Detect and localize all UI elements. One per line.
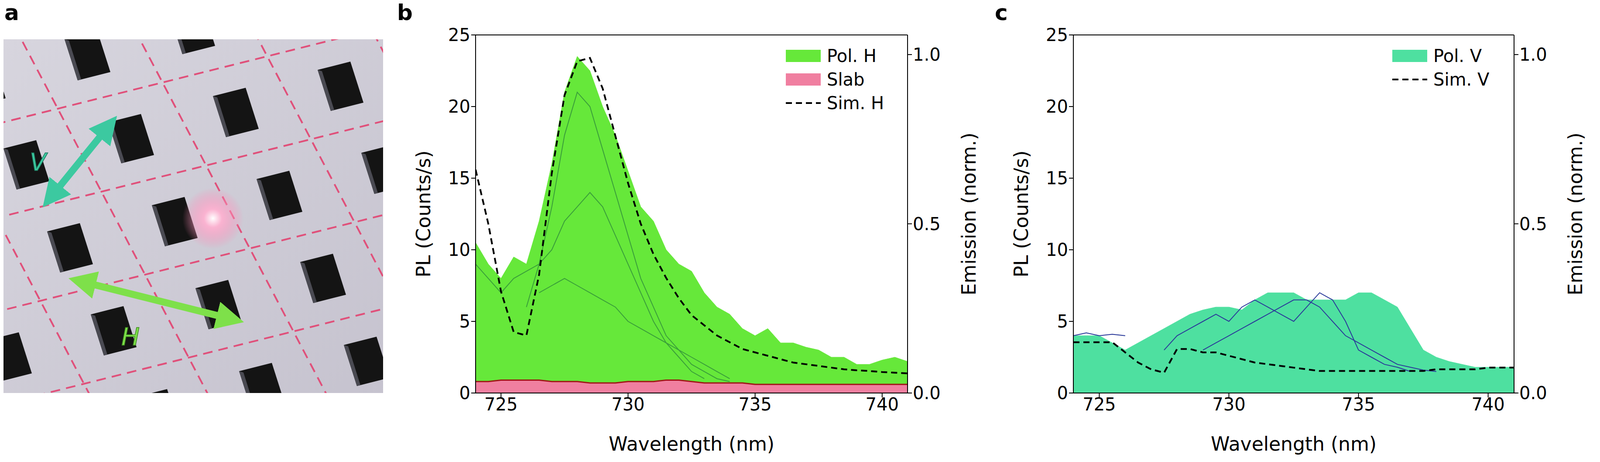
html-text:b: b: [397, 0, 413, 26]
svg-text:15: 15: [1045, 167, 1069, 189]
svg-text:1.0: 1.0: [912, 44, 941, 65]
svg-text:730: 730: [611, 394, 645, 415]
svg-text:20: 20: [1045, 96, 1069, 117]
svg-text:0: 0: [1057, 382, 1069, 403]
svg-text:735: 735: [738, 394, 772, 415]
svg-text:PL (Counts/s): PL (Counts/s): [412, 150, 435, 278]
svg-text:740: 740: [865, 394, 899, 415]
svg-text:725: 725: [1082, 394, 1116, 415]
html-text:c: c: [994, 0, 1008, 26]
html-text:Pol. V: Pol. V: [1433, 45, 1482, 66]
html-text:Slab: Slab: [826, 69, 865, 90]
svg-text:25: 25: [1045, 24, 1069, 45]
svg-text:10: 10: [1045, 239, 1069, 260]
svg-text:Emission (norm.): Emission (norm.): [1564, 132, 1587, 295]
svg-text:735: 735: [1341, 394, 1375, 415]
svg-text:5: 5: [1057, 311, 1069, 332]
svg-text:0.5: 0.5: [1519, 213, 1548, 234]
svg-text:Emission (norm.): Emission (norm.): [957, 132, 980, 295]
svg-text:PL (Counts/s): PL (Counts/s): [1010, 150, 1033, 278]
svg-text:15: 15: [448, 167, 471, 189]
svg-text:Wavelength (nm): Wavelength (nm): [1210, 432, 1377, 455]
svg-text:0.5: 0.5: [912, 213, 941, 234]
svg-text:Wavelength (nm): Wavelength (nm): [608, 432, 775, 455]
svg-text:20: 20: [448, 96, 471, 117]
html-text:Pol. H: Pol. H: [826, 45, 877, 66]
svg-text:725: 725: [484, 394, 518, 415]
html-text:a: a: [4, 0, 20, 26]
svg-text:730: 730: [1212, 394, 1246, 415]
svg-text:740: 740: [1471, 394, 1505, 415]
html-text:Sim. H: Sim. H: [826, 92, 884, 114]
svg-text:H: H: [121, 322, 140, 351]
svg-text:25: 25: [448, 24, 471, 45]
html-text:Sim. V: Sim. V: [1433, 69, 1490, 90]
svg-text:0.0: 0.0: [1519, 382, 1548, 403]
svg-text:V: V: [29, 147, 48, 176]
svg-text:1.0: 1.0: [1519, 44, 1548, 65]
svg-text:5: 5: [459, 311, 471, 332]
svg-text:10: 10: [448, 239, 471, 260]
svg-text:0: 0: [459, 382, 471, 403]
svg-text:0.0: 0.0: [912, 382, 941, 403]
